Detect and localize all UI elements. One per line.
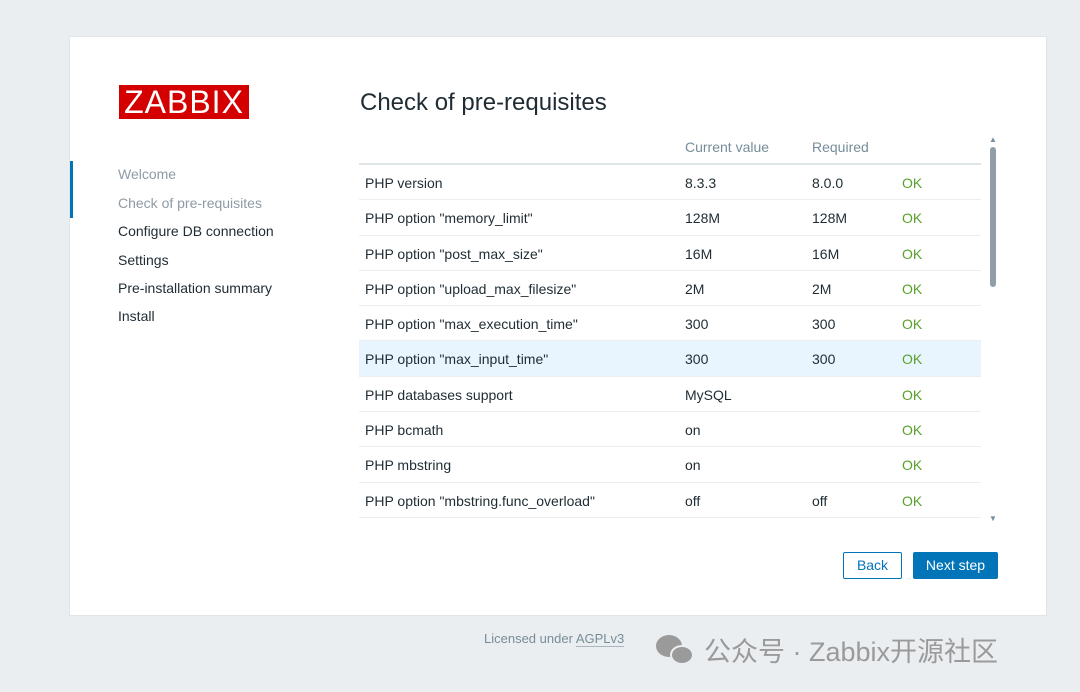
step-settings: Settings: [118, 252, 169, 268]
requirement-name: PHP option "max_input_time": [365, 351, 549, 368]
current-value: 300: [685, 316, 709, 333]
table-row: PHP option "mbstring.func_overload" off of…: [359, 483, 981, 518]
current-value: MySQL: [685, 386, 732, 403]
status-ok: OK: [902, 245, 923, 262]
table-row: PHP databases support MySQL OK: [359, 377, 981, 413]
requirement-name: PHP option "post_max_size": [365, 245, 543, 262]
header-required: Required: [812, 139, 869, 155]
wechat-icon: [656, 633, 696, 667]
status-ok: OK: [902, 351, 923, 368]
table-row: PHP option "max_input_time" 300 300 OK: [359, 341, 981, 377]
requirement-name: PHP version: [365, 175, 443, 191]
table-row: PHP option "upload_max_filesize" 2M 2M OK: [359, 271, 981, 307]
table-row: PHP bcmath on OK: [359, 412, 981, 448]
scroll-up-icon[interactable]: ▲: [989, 135, 997, 144]
required-value: off: [812, 492, 828, 509]
table-row: PHP option "post_max_size" 16M 16M OK: [359, 236, 981, 271]
zabbix-logo: ZABBIX: [119, 85, 249, 119]
required-value: 300: [812, 351, 836, 368]
header-current-value: Current value: [685, 139, 770, 155]
setup-card: ZABBIX Welcome Check of pre-requisites C…: [69, 36, 1047, 616]
requirement-name: PHP mbstring: [365, 457, 452, 474]
back-button[interactable]: Back: [843, 552, 902, 579]
step-configure-db: Configure DB connection: [118, 223, 274, 239]
current-value: off: [685, 492, 701, 509]
table-header: Current value Required: [359, 135, 981, 165]
status-ok: OK: [902, 422, 923, 439]
requirement-name: PHP option "memory_limit": [365, 210, 533, 227]
status-ok: OK: [902, 386, 923, 403]
status-ok: OK: [902, 175, 923, 191]
current-value: 16M: [685, 245, 713, 262]
current-value: 128M: [685, 210, 721, 227]
requirement-name: PHP option "max_execution_time": [365, 316, 578, 333]
current-step-indicator: [70, 161, 73, 218]
scrollbar-thumb[interactable]: [990, 147, 996, 287]
current-value: 300: [685, 351, 709, 368]
next-step-button[interactable]: Next step: [913, 552, 998, 579]
table-row: PHP option "max_execution_time" 300 300 OK: [359, 306, 981, 342]
requirement-name: PHP option "mbstring.func_overload": [365, 492, 595, 509]
requirement-name: PHP option "upload_max_filesize": [365, 280, 577, 297]
status-ok: OK: [902, 457, 923, 474]
watermark-text: 公众号 · Zabbix开源社区: [704, 637, 999, 667]
page-title: Check of pre-requisites: [360, 89, 607, 116]
step-welcome: Welcome: [118, 166, 177, 182]
license-text: Licensed under: [484, 631, 573, 646]
required-value: 2M: [812, 280, 832, 297]
step-pre-installation-summary: Pre-installation summary: [118, 280, 273, 296]
required-value: 300: [812, 316, 836, 333]
required-value: 16M: [812, 245, 840, 262]
status-ok: OK: [902, 210, 923, 227]
watermark: 公众号 · Zabbix开源社区: [656, 630, 998, 669]
table-row: PHP option "memory_limit" 128M 128M OK: [359, 200, 981, 236]
status-ok: OK: [902, 492, 923, 509]
requirement-name: PHP databases support: [365, 386, 513, 403]
step-check-prerequisites: Check of pre-requisites: [118, 195, 262, 211]
table-row: PHP version 8.3.3 8.0.0 OK: [359, 165, 981, 201]
required-value: 8.0.0: [812, 175, 844, 191]
prerequisites-table: Current value Required PHP version 8.3.3 8…: [359, 135, 981, 518]
status-ok: OK: [902, 280, 923, 297]
table-scrollbar[interactable]: ▲ ▼: [987, 135, 999, 523]
current-value: 8.3.3: [685, 175, 717, 191]
license-link[interactable]: AGPLv3: [575, 631, 625, 647]
required-value: 128M: [812, 210, 848, 227]
scroll-down-icon[interactable]: ▼: [989, 514, 997, 523]
table-row: PHP mbstring on OK: [359, 447, 981, 483]
footer: Licensed under AGPLv3: [484, 631, 625, 647]
status-ok: OK: [902, 316, 923, 333]
current-value: 2M: [685, 280, 705, 297]
step-install: Install: [118, 308, 155, 324]
current-value: on: [685, 457, 701, 474]
current-value: on: [685, 422, 701, 439]
requirement-name: PHP bcmath: [365, 422, 444, 439]
